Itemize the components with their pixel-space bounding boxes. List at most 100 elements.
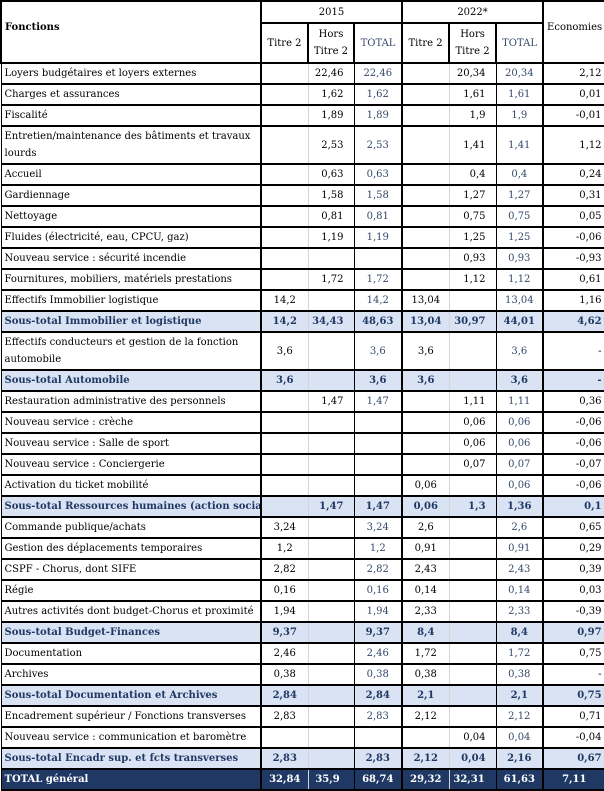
row-label: Fournitures, mobiliers, matériels presta…	[0, 268, 262, 291]
cell-economies: -0,04	[543, 726, 604, 749]
cell-hors-titre2-2015	[308, 516, 355, 539]
total-row: TOTAL général 32,84 35,9 68,74 29,32 32,31 61,…	[0, 768, 604, 791]
cell-hors-titre2-2015	[308, 579, 355, 602]
cell-titre2-2022	[401, 268, 450, 291]
cell-hors-titre2-2022	[449, 558, 497, 581]
cell-hors-titre2-2022: 1,11	[449, 390, 497, 413]
cell-titre2-2015: 3,24	[260, 516, 309, 539]
cell-total-2015: 1,47	[354, 390, 404, 413]
table-row: Fournitures, mobiliers, matériels presta…	[0, 268, 604, 291]
cell-hors-titre2-2015	[308, 684, 355, 707]
table-row: Accueil 0,63 0,63 0,4 0,4 0,24	[0, 163, 604, 186]
header-hors-line2: Titre 2	[455, 46, 490, 57]
table-row: Effectifs conducteurs et gestion de la f…	[0, 331, 604, 371]
cell-total-2022: 3,6	[496, 369, 545, 392]
cell-total-2015: 0,63	[354, 163, 404, 186]
cell-titre2-2015	[260, 474, 309, 497]
header-year-2015: 2015	[259, 0, 404, 24]
cell-hors-titre2-2015	[308, 747, 355, 770]
cell-titre2-2015: 1,94	[260, 600, 309, 623]
cell-hors-titre2-2022: 1,25	[449, 226, 497, 249]
cell-titre2-2022	[401, 163, 450, 186]
cell-titre2-2015	[260, 411, 309, 434]
header-row-columns: Titre 2 Hors Titre 2 TOTAL Titre 2 Hors Ti…	[1, 22, 604, 64]
cell-hors-titre2-2015: 1,47	[308, 390, 355, 413]
row-label: Charges et assurances	[0, 83, 262, 106]
cell-titre2-2015	[260, 205, 309, 228]
cell-total-2015: 1,72	[354, 268, 404, 291]
row-label: Nouveau service : Conciergerie	[0, 453, 262, 476]
cell-total-2015	[354, 726, 404, 749]
cell-economies: 7,11	[543, 768, 604, 791]
header-titre2-2015: Titre 2	[260, 22, 309, 64]
table-row: Nouveau service : Salle de sport 0,06 0,06…	[0, 432, 604, 455]
cell-hors-titre2-2015: 1,47	[308, 495, 355, 518]
header-hors-line1: Hors	[460, 29, 485, 40]
row-label: Sous-total Encadr sup. et fcts transvers…	[0, 747, 262, 770]
cell-titre2-2015: 14,2	[260, 289, 309, 312]
cell-hors-titre2-2015	[308, 558, 355, 581]
cell-hors-titre2-2015	[308, 411, 355, 434]
cell-total-2022: 2,33	[496, 600, 545, 623]
cell-total-2022: 0,91	[496, 537, 545, 560]
header-hors-line1: Hors	[318, 29, 344, 40]
cell-hors-titre2-2015: 1,58	[308, 184, 355, 207]
cell-hors-titre2-2015	[308, 705, 355, 728]
cell-hors-titre2-2022	[449, 331, 497, 371]
cell-titre2-2022: 0,06	[401, 474, 450, 497]
cell-total-2022: 1,12	[496, 268, 545, 291]
cell-total-2022: 0,04	[496, 726, 545, 749]
row-label: Nouveau service : sécurité incendie	[0, 247, 262, 270]
cell-hors-titre2-2022	[449, 369, 497, 392]
cell-hors-titre2-2022	[449, 621, 497, 644]
cell-total-2022: 1,9	[496, 104, 545, 127]
cell-economies: 0,01	[543, 83, 604, 106]
row-label: Gestion des déplacements temporaires	[0, 537, 262, 560]
cell-total-2022: 1,61	[496, 83, 545, 106]
cell-titre2-2015	[260, 184, 309, 207]
header-fonctions: Fonctions	[0, 0, 262, 64]
cell-titre2-2015	[260, 390, 309, 413]
cell-hors-titre2-2022: 1,41	[449, 125, 497, 165]
table-row: Charges et assurances 1,62 1,62 1,61 1,61 0,0…	[0, 83, 604, 106]
cell-total-2022: 0,4	[496, 163, 545, 186]
cell-hors-titre2-2015	[308, 369, 355, 392]
cell-titre2-2015: 2,84	[260, 684, 309, 707]
subtotal-row: Sous-total Encadr sup. et fcts transvers…	[0, 747, 604, 770]
row-label: Autres activités dont budget-Chorus et p…	[0, 600, 262, 623]
cell-titre2-2022: 0,91	[401, 537, 450, 560]
cell-hors-titre2-2015	[308, 621, 355, 644]
table-row: Autres activités dont budget-Chorus et p…	[0, 600, 604, 623]
row-label: Sous-total Budget-Finances	[0, 621, 262, 644]
cell-hors-titre2-2015: 22,46	[308, 62, 355, 85]
cell-hors-titre2-2015	[308, 600, 355, 623]
cell-hors-titre2-2022	[449, 642, 497, 665]
cell-economies: -0,93	[543, 247, 604, 270]
cell-hors-titre2-2022: 1,61	[449, 83, 497, 106]
cell-titre2-2022: 2,1	[401, 684, 450, 707]
cell-titre2-2015: 32,84	[260, 768, 309, 791]
table-row: Archives 0,38 0,38 0,38 0,38-	[0, 663, 604, 686]
cell-economies: 2,12	[543, 62, 604, 85]
cell-total-2022: 0,38	[496, 663, 545, 686]
table-row: Fiscalité 1,89 1,89 1,9 1,9 -0,01	[0, 104, 604, 127]
cell-total-2015	[354, 453, 404, 476]
cell-hors-titre2-2022: 1,27	[449, 184, 497, 207]
cell-economies: 0,97	[543, 621, 604, 644]
cell-economies: -0,07	[543, 453, 604, 476]
cell-economies: 1,12	[543, 125, 604, 165]
cell-hors-titre2-2022	[449, 474, 497, 497]
cell-economies: 0,31	[543, 184, 604, 207]
cell-total-2022: 1,36	[496, 495, 545, 518]
cell-total-2022: 2,6	[496, 516, 545, 539]
header-hors-titre2-2022: Hors Titre 2	[448, 22, 498, 64]
cell-titre2-2022	[401, 726, 450, 749]
header-hors-line2: Titre 2	[313, 46, 349, 57]
cell-hors-titre2-2015: 1,89	[308, 104, 355, 127]
cell-total-2015	[354, 474, 404, 497]
cell-hors-titre2-2022	[449, 600, 497, 623]
cell-hors-titre2-2022: 1,12	[449, 268, 497, 291]
cell-total-2015: 14,2	[354, 289, 404, 312]
cell-total-2022: 0,93	[496, 247, 545, 270]
